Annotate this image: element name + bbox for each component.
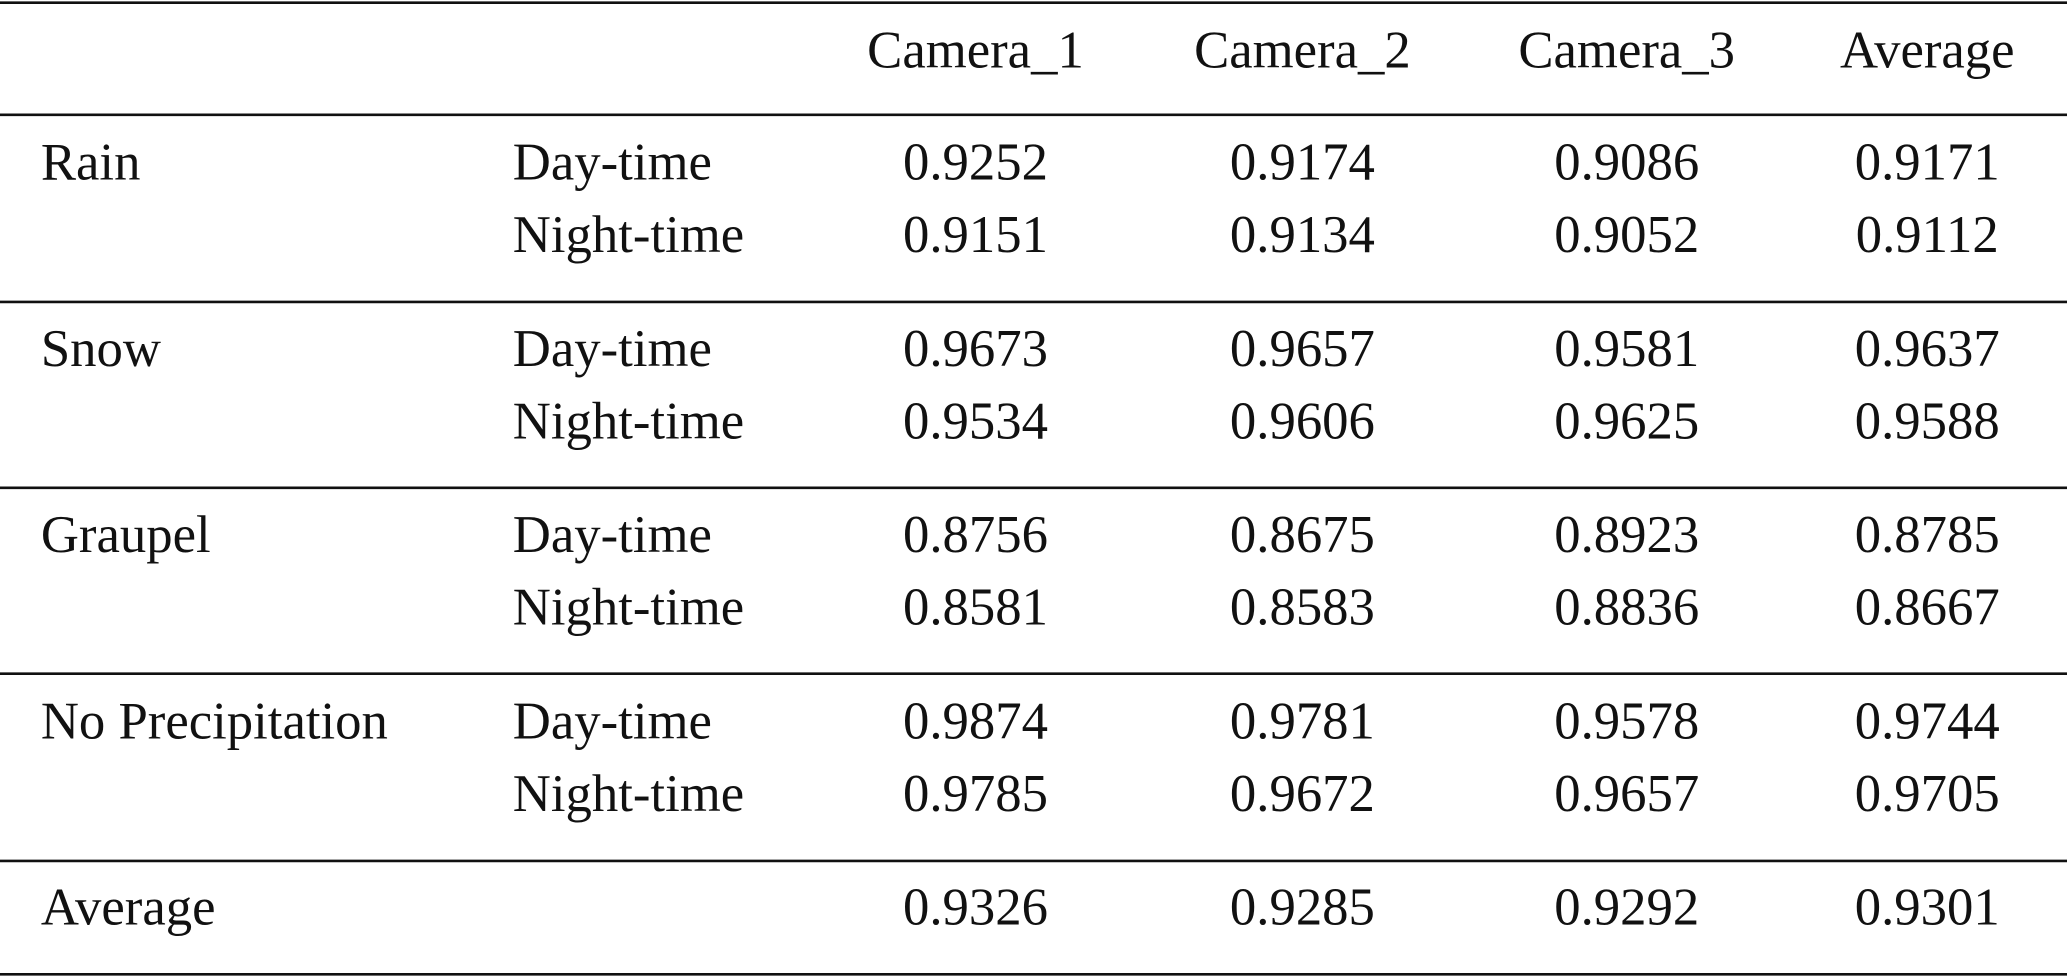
cell-value: 0.9781 xyxy=(1230,692,1375,750)
condition: Night-time xyxy=(513,206,744,264)
cell-value: 0.9657 xyxy=(1230,320,1375,378)
group-name: Graupel xyxy=(41,506,211,564)
condition: Night-time xyxy=(513,392,744,450)
cell-value: 0.9785 xyxy=(903,765,1048,823)
cell-value: 0.9581 xyxy=(1554,320,1699,378)
cell-value: 0.9606 xyxy=(1230,392,1375,450)
cell-value: 0.8785 xyxy=(1855,506,2000,564)
cell-value: 0.8756 xyxy=(903,506,1048,564)
cell-value: 0.9588 xyxy=(1855,392,2000,450)
cell-value: 0.8667 xyxy=(1855,579,2000,637)
cell-value: 0.9534 xyxy=(903,392,1048,450)
group-name: No Precipitation xyxy=(41,692,388,750)
group-name: Rain xyxy=(41,134,141,192)
column-header: Camera_2 xyxy=(1194,22,1411,80)
cell-value: 0.9657 xyxy=(1554,765,1699,823)
cell-value: 0.9744 xyxy=(1855,692,2000,750)
cell-value: 0.8675 xyxy=(1230,506,1375,564)
average-value: 0.9292 xyxy=(1554,878,1699,936)
condition: Night-time xyxy=(513,765,744,823)
condition: Day-time xyxy=(513,320,712,378)
group-name: Snow xyxy=(41,320,161,378)
cell-value: 0.9705 xyxy=(1855,765,2000,823)
column-header: Camera_1 xyxy=(867,22,1084,80)
cell-value: 0.9672 xyxy=(1230,765,1375,823)
column-header: Camera_3 xyxy=(1518,22,1735,80)
cell-value: 0.8923 xyxy=(1554,506,1699,564)
column-header: Average xyxy=(1840,22,2015,80)
cell-value: 0.9673 xyxy=(903,320,1048,378)
cell-value: 0.9112 xyxy=(1856,206,1999,264)
cell-value: 0.9171 xyxy=(1855,134,2000,192)
cell-value: 0.9151 xyxy=(903,206,1048,264)
cell-value: 0.9874 xyxy=(903,692,1048,750)
cell-value: 0.9052 xyxy=(1554,206,1699,264)
cell-value: 0.8581 xyxy=(903,579,1048,637)
cell-value: 0.9174 xyxy=(1230,134,1375,192)
condition: Day-time xyxy=(513,692,712,750)
cell-value: 0.9578 xyxy=(1554,692,1699,750)
condition: Day-time xyxy=(513,134,712,192)
condition: Night-time xyxy=(513,579,744,637)
cell-value: 0.8583 xyxy=(1230,579,1375,637)
cell-value: 0.9134 xyxy=(1230,206,1375,264)
condition: Day-time xyxy=(513,506,712,564)
cell-value: 0.9252 xyxy=(903,134,1048,192)
average-value: 0.9285 xyxy=(1230,878,1375,936)
cell-value: 0.9086 xyxy=(1554,134,1699,192)
cell-value: 0.9625 xyxy=(1554,392,1699,450)
average-value: 0.9301 xyxy=(1855,878,2000,936)
cell-value: 0.9637 xyxy=(1855,320,2000,378)
cell-value: 0.8836 xyxy=(1554,579,1699,637)
average-label: Average xyxy=(41,878,216,936)
average-value: 0.9326 xyxy=(903,878,1048,936)
